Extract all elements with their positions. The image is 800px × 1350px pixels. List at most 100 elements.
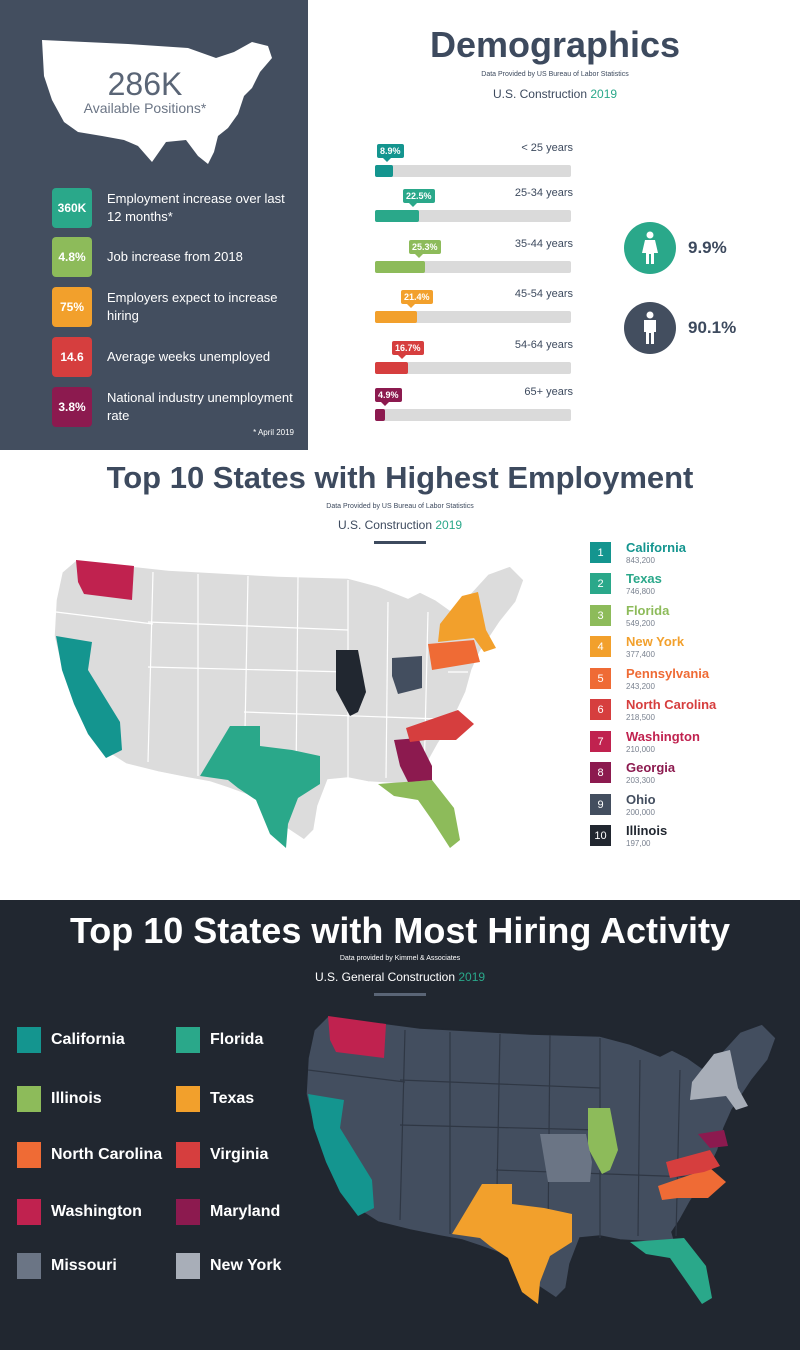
state-florida xyxy=(630,1238,712,1304)
legend-label: New York xyxy=(210,1257,282,1274)
age-pct-tag: 22.5% xyxy=(403,189,435,207)
state-north-carolina xyxy=(406,710,474,742)
male-icon xyxy=(624,302,676,354)
state-california xyxy=(56,636,122,758)
age-label: 25-34 years xyxy=(514,187,573,199)
state-georgia xyxy=(394,738,432,782)
stat-weeks-unemployed: 14.6 Average weeks unemployed xyxy=(52,337,302,377)
stat-badge: 75% xyxy=(52,287,92,327)
state-texas xyxy=(200,726,320,848)
age-pct-tag: 16.7% xyxy=(392,341,424,359)
rank-number: 3 xyxy=(590,605,611,626)
age-label: 65+ years xyxy=(524,386,573,398)
legend-item: New York xyxy=(176,1253,336,1279)
stat-label: Employment increase over last 12 months* xyxy=(107,191,285,224)
rank-value: 203,300 xyxy=(626,776,655,785)
rank-number: 5 xyxy=(590,668,611,689)
rank-value: 377,400 xyxy=(626,650,655,659)
stat-label: Job increase from 2018 xyxy=(107,249,243,264)
state-illinois xyxy=(336,650,366,716)
legend-item: Washington xyxy=(17,1199,177,1225)
rank-state: Pennsylvania xyxy=(626,666,710,681)
rank-row: 4 New York 377,400 xyxy=(590,634,790,666)
employment-subtitle: U.S. Construction 2019 xyxy=(337,518,463,532)
rank-state: North Carolina xyxy=(626,697,717,712)
legend-label: Maryland xyxy=(210,1203,281,1220)
state-pennsylvania xyxy=(428,640,480,670)
rank-state: Florida xyxy=(626,603,670,618)
rank-number: 7 xyxy=(590,731,611,752)
rank-number: 6 xyxy=(590,699,611,720)
legend-label: Texas xyxy=(210,1090,255,1107)
stat-badge: 4.8% xyxy=(52,237,92,277)
us-map-silhouette xyxy=(42,40,272,164)
rank-row: 6 North Carolina 218,500 xyxy=(590,697,790,729)
legend-label: Washington xyxy=(51,1203,142,1220)
legend-label: Florida xyxy=(210,1031,264,1048)
rank-value: 200,000 xyxy=(626,808,655,817)
legend-item: Florida xyxy=(176,1027,336,1053)
rank-number: 10 xyxy=(590,825,611,846)
legend-label: Virginia xyxy=(210,1146,269,1163)
age-bar: 65+ years 4.9% xyxy=(375,386,573,421)
rank-state: Washington xyxy=(626,729,700,744)
rank-row: 10 Illinois 197,00 xyxy=(590,823,790,855)
hiring-us-map xyxy=(305,1015,777,1304)
age-bar: 54-64 years 16.7% xyxy=(375,339,573,374)
state-florida xyxy=(378,780,460,848)
stat-job-increase: 4.8% Job increase from 2018 xyxy=(52,237,302,277)
age-pct-tag: 4.9% xyxy=(375,388,402,406)
age-bar-fill xyxy=(375,261,425,273)
stat-badge: 14.6 xyxy=(52,337,92,377)
state-washington xyxy=(328,1016,386,1058)
rank-number: 9 xyxy=(590,794,611,815)
legend-label: North Carolina xyxy=(51,1146,163,1163)
rank-value: 746,800 xyxy=(626,587,655,596)
rank-row: 9 Ohio 200,000 xyxy=(590,792,790,824)
state-new-york xyxy=(690,1050,748,1110)
rank-state: Illinois xyxy=(626,823,668,838)
age-bar-fill xyxy=(375,311,417,323)
employment-source: Data Provided by US Bureau of Labor Stat… xyxy=(326,503,474,510)
age-label: 54-64 years xyxy=(514,339,573,351)
state-missouri xyxy=(540,1134,592,1182)
rank-value: 218,500 xyxy=(626,713,655,722)
divider xyxy=(374,541,426,544)
demographics-source: Data Provided by US Bureau of Labor Stat… xyxy=(481,71,629,78)
age-bar: 25-34 years 22.5% xyxy=(375,187,573,222)
rank-value: 210,000 xyxy=(626,745,655,754)
hiring-source: Data provided by Kimmel & Associates xyxy=(339,955,461,962)
rank-state: Texas xyxy=(626,571,662,586)
demographics-title: Demographics xyxy=(429,24,681,65)
stat-label: Average weeks unemployed xyxy=(107,349,271,364)
stat-label: Employers expect to increase hiring xyxy=(107,290,278,323)
legend-item: Illinois xyxy=(17,1086,177,1112)
age-label: < 25 years xyxy=(521,142,573,154)
male-pct: 90.1% xyxy=(688,318,737,337)
summary-panel: 286K Available Positions* 360K Employmen… xyxy=(0,0,308,450)
age-bar-fill xyxy=(375,362,408,374)
state-borders xyxy=(307,1029,721,1241)
rank-value: 243,200 xyxy=(626,682,655,691)
age-label: 45-54 years xyxy=(514,288,573,300)
age-pct-tag: 25.3% xyxy=(409,240,441,258)
stat-employers-hiring: 75% Employers expect to increase hiring xyxy=(52,287,302,327)
age-bar: < 25 years 8.9% xyxy=(375,142,573,177)
rank-state: Ohio xyxy=(626,792,656,807)
demographics-subtitle: U.S. Construction 2019 xyxy=(492,87,618,101)
divider xyxy=(374,993,426,996)
stat-badge: 360K xyxy=(52,188,92,228)
state-new-york xyxy=(438,592,496,652)
employment-us-map xyxy=(53,559,525,848)
stat-label: National industry unemployment rate xyxy=(107,390,293,423)
state-washington xyxy=(76,560,134,600)
age-label: 35-44 years xyxy=(514,238,573,250)
state-ohio xyxy=(392,656,422,694)
rank-state: Georgia xyxy=(626,760,676,775)
legend-item: North Carolina xyxy=(17,1142,177,1168)
legend-item: Maryland xyxy=(176,1199,336,1225)
legend-label: Missouri xyxy=(51,1257,117,1274)
stat-unemployment-rate: 3.8% National industry unemployment rate xyxy=(52,387,302,427)
footnote: * April 2019 xyxy=(253,428,294,437)
stat-badge: 3.8% xyxy=(52,387,92,427)
